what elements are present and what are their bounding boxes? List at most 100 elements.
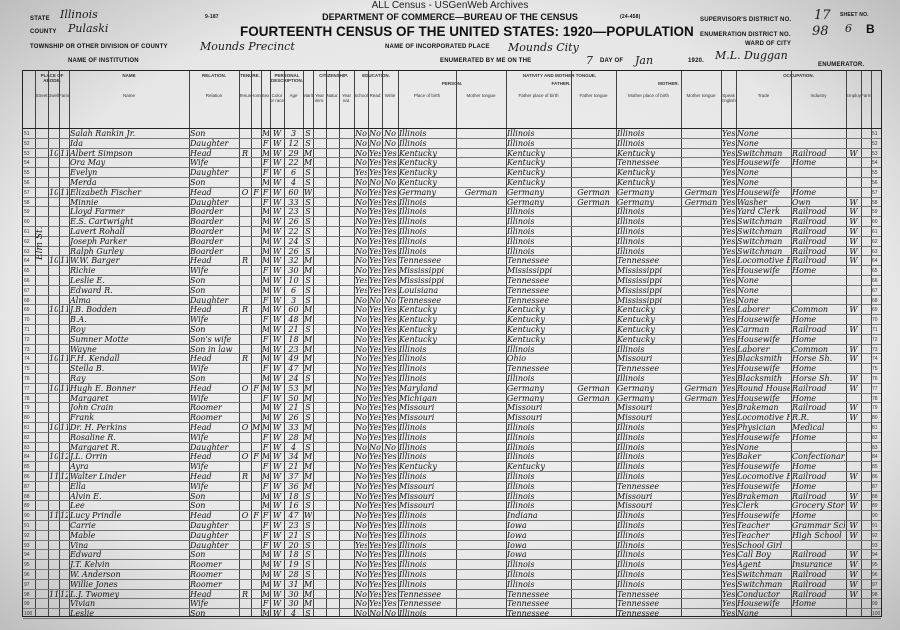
line-number: 52 — [24, 140, 30, 147]
row-77-cell: No — [355, 383, 367, 393]
row-75-cell: Illinois — [399, 364, 427, 374]
row-86-cell: Head — [190, 472, 212, 481]
row-74-cell: 49 — [288, 354, 299, 364]
line-number: 92 — [24, 532, 30, 539]
site-title: ALL Census - USGenWeb Archives — [371, 0, 529, 11]
row-74-cell: Ohio — [507, 354, 527, 364]
column-header: Employer — [846, 93, 861, 98]
month-value: Jan — [635, 54, 654, 67]
line-number: 94 — [24, 552, 30, 559]
row-91-cell: W — [272, 521, 282, 530]
row-84-cell: J.L. Orrin — [70, 452, 108, 462]
row-63-cell: Yes — [722, 246, 735, 256]
row-62-cell: Railroad — [792, 236, 827, 246]
row-63-cell: 26 — [288, 246, 299, 256]
row-58-cell: Daughter — [190, 197, 229, 207]
row-73-cell: Illinois — [507, 344, 535, 354]
row-61-cell: 22 — [288, 227, 299, 236]
row-100-cell: Tennessee — [507, 609, 550, 619]
row-71-cell: Son — [190, 325, 206, 334]
row-83-cell: S — [305, 442, 311, 452]
county-value: Pulaski — [68, 22, 109, 35]
line-number-right: 89 — [872, 503, 878, 510]
row-60-cell: Yes — [369, 217, 381, 227]
row-73-cell: Common — [792, 344, 829, 354]
row-90-cell: Indiana — [507, 511, 538, 521]
row-55-cell: F — [262, 168, 269, 178]
row-70-cell: W — [272, 315, 282, 325]
row-81-cell: No — [355, 423, 367, 432]
row-divider — [23, 461, 881, 463]
ed-label: ENUMERATION DISTRICT NO. — [700, 32, 791, 38]
line-number: 68 — [24, 297, 30, 304]
row-66-cell: Mississippi — [399, 276, 445, 285]
row-88-cell: Missouri — [399, 491, 435, 501]
row-divider — [23, 157, 881, 159]
row-77-cell: Yes — [722, 383, 735, 393]
column-divider — [571, 71, 572, 616]
row-57-cell: Home — [792, 187, 817, 197]
row-78-cell: Wife — [190, 393, 209, 403]
row-84-cell: 109 — [49, 452, 58, 462]
row-98-cell: Railroad — [792, 589, 827, 599]
year-value: 1920. — [688, 58, 705, 64]
line-number: 59 — [24, 209, 30, 216]
row-78-cell: W — [272, 393, 282, 403]
row-80-cell: W — [849, 413, 858, 423]
row-58-cell: German — [577, 197, 610, 207]
row-divider — [23, 480, 881, 482]
row-71-cell: M — [262, 325, 269, 334]
row-77-cell: W — [272, 383, 282, 393]
row-92-cell: Yes — [369, 530, 381, 540]
column-header: Year imm. — [314, 93, 325, 103]
enumerator-name: M.L. Duggan — [715, 49, 788, 62]
row-61-cell: W — [849, 227, 858, 236]
row-90-cell: Head — [190, 511, 212, 521]
line-number-right: 83 — [872, 444, 878, 451]
row-87-cell: Yes — [369, 481, 381, 491]
row-63-cell: Illinois — [399, 246, 427, 256]
row-95-cell: Insurance — [792, 560, 833, 570]
row-52-cell: No — [355, 138, 367, 148]
row-divider — [23, 392, 881, 394]
row-75-cell: Tennessee — [507, 364, 550, 374]
row-69-cell: Kentucky — [399, 305, 437, 315]
row-58-cell: W — [849, 197, 858, 207]
row-61-cell: Switchman — [737, 227, 783, 236]
row-89-cell: 16 — [288, 501, 299, 511]
row-96-cell: Roomer — [190, 570, 222, 579]
row-90-cell: Yes — [722, 511, 735, 521]
row-84-cell: 34 — [288, 452, 299, 462]
row-93-cell: Yes — [722, 540, 735, 550]
row-98-cell: Tennessee — [617, 589, 660, 599]
row-100-cell: No — [384, 609, 396, 619]
row-83-cell: W — [272, 442, 282, 452]
row-91-cell: W — [849, 521, 858, 530]
row-95-cell: Illinois — [507, 560, 535, 570]
row-52-cell: Daughter — [190, 138, 229, 148]
row-95-cell: W — [272, 560, 282, 570]
row-75-cell: Yes — [369, 364, 381, 374]
row-96-cell: Yes — [369, 570, 381, 579]
line-number-right: 79 — [872, 405, 878, 412]
row-56-cell: None — [737, 178, 759, 187]
line-number: 100 — [24, 611, 33, 618]
row-63-cell: Switchman — [737, 246, 783, 256]
row-100-cell: No — [355, 609, 367, 619]
row-73-cell: No — [355, 344, 367, 354]
row-74-cell: M — [262, 354, 269, 363]
line-number: 70 — [24, 317, 30, 324]
line-number-right: 75 — [872, 366, 878, 373]
row-63-cell: M — [262, 247, 269, 256]
row-74-cell: Horse Sh. — [792, 354, 833, 364]
row-56-cell: Son — [190, 178, 206, 187]
row-94-cell: Yes — [383, 550, 397, 560]
column-divider — [681, 71, 682, 616]
row-91-cell: Carrie — [70, 521, 96, 530]
row-82-cell: Yes — [722, 432, 735, 442]
row-69-cell: 105 — [49, 305, 58, 315]
row-59-cell: Yes — [383, 207, 397, 217]
row-divider — [23, 539, 881, 541]
row-70-cell: Yes — [369, 315, 381, 325]
row-54-cell: Wife — [190, 158, 209, 168]
